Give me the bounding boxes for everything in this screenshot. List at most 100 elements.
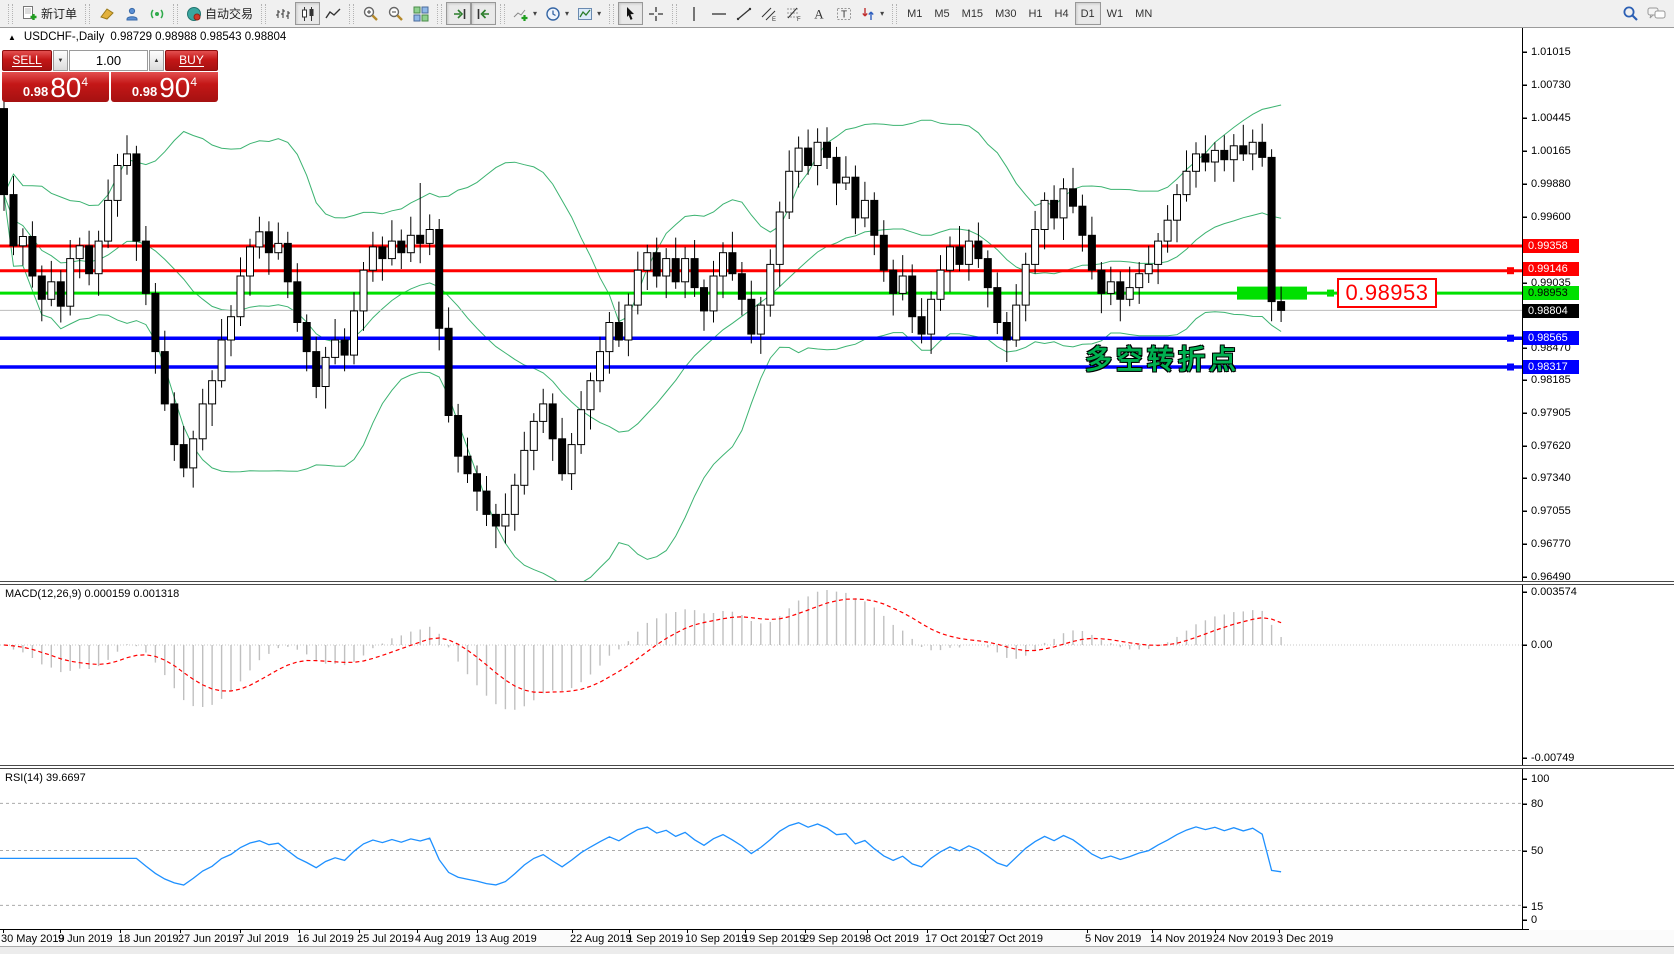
buy-price-box[interactable]: 0.98 90 4 <box>111 72 218 102</box>
chevron-down-icon: ▾ <box>565 9 570 18</box>
signals-icon <box>149 6 165 22</box>
toolbar-drag-handle[interactable] <box>173 3 179 24</box>
indicators-button[interactable]: ▾ <box>509 2 541 25</box>
panel-divider[interactable] <box>0 581 1674 585</box>
profiles-button[interactable] <box>119 2 144 25</box>
templates-button[interactable]: ▾ <box>573 2 605 25</box>
toolbar-drag-handle[interactable] <box>437 3 443 24</box>
periods-button[interactable]: ▾ <box>541 2 573 25</box>
volume-input[interactable] <box>69 50 148 71</box>
svg-text:E: E <box>772 17 776 22</box>
horizontal-line-button[interactable] <box>706 2 731 25</box>
search-button[interactable] <box>1618 2 1643 25</box>
timeframe-m1-button[interactable]: M1 <box>901 2 928 25</box>
buy-price-small: 0.98 <box>131 83 158 99</box>
toolbar-drag-handle[interactable] <box>609 3 615 24</box>
signals-button[interactable] <box>144 2 169 25</box>
zoom-out-button[interactable] <box>383 2 408 25</box>
text-label-icon: T <box>836 6 852 22</box>
timeframe-m5-button[interactable]: M5 <box>928 2 955 25</box>
sell-price-box[interactable]: 0.98 80 4 <box>2 72 109 102</box>
macd-signal-line <box>3 598 1282 694</box>
rsi-label: RSI(14) 39.6697 <box>5 772 86 784</box>
timeframe-m30-button[interactable]: M30 <box>989 2 1022 25</box>
chart-ohlc-values: 0.98729 0.98988 0.98543 0.98804 <box>110 31 287 43</box>
toolbar-drag-handle[interactable] <box>500 3 506 24</box>
timeframe-m15-button[interactable]: M15 <box>956 2 989 25</box>
autotrading-icon <box>186 6 202 22</box>
volume-increase-button[interactable]: ▲ <box>149 50 164 71</box>
timeframe-h1-button[interactable]: H1 <box>1022 2 1048 25</box>
new-order-button[interactable]: 新订单 <box>17 2 81 25</box>
sell-price-big: 80 <box>50 72 82 104</box>
volume-decrease-button[interactable]: ▼ <box>53 50 68 71</box>
line-chart-icon <box>324 6 341 22</box>
indicators-icon <box>513 6 529 22</box>
panel-divider[interactable] <box>0 765 1674 769</box>
sell-price-small: 0.98 <box>22 83 49 99</box>
zoom-in-button[interactable] <box>358 2 383 25</box>
trade-panel-top-row: SELL ▼ ▲ BUY <box>2 50 218 71</box>
vertical-line-button[interactable] <box>681 2 706 25</box>
profiles-icon <box>124 6 140 22</box>
trendline-button[interactable] <box>731 2 756 25</box>
line-chart-button[interactable] <box>320 2 345 25</box>
zoom-in-icon <box>362 5 379 22</box>
buy-button[interactable]: BUY <box>165 50 218 71</box>
timeframe-d1-button[interactable]: D1 <box>1074 2 1101 25</box>
chevron-down-icon: ▾ <box>880 9 885 18</box>
buy-price-sup: 4 <box>190 75 198 89</box>
fibonacci-button[interactable]: F <box>781 2 806 25</box>
toolbar-drag-handle[interactable] <box>261 3 267 24</box>
toolbar-drag-handle[interactable] <box>892 3 898 24</box>
crosshair-button[interactable] <box>643 2 668 25</box>
chart-title: ▲ USDCHF-,Daily 0.98729 0.98988 0.98543 … <box>8 31 286 43</box>
vertical-line-icon <box>686 6 702 22</box>
candlestick-chart-button[interactable] <box>295 2 321 25</box>
window-bottom-edge <box>0 946 1674 954</box>
shift-chart-end-button[interactable] <box>446 2 472 25</box>
trendline-icon <box>736 6 752 22</box>
toolbar-drag-handle[interactable] <box>672 3 678 24</box>
zoom-out-icon <box>387 5 404 22</box>
price-chart[interactable] <box>0 28 1674 581</box>
tile-windows-button[interactable] <box>408 2 433 25</box>
price-callout-box[interactable]: 0.98953 <box>1337 278 1437 308</box>
new-order-icon <box>21 5 38 22</box>
chevron-down-icon: ▾ <box>533 9 538 18</box>
rsi-panel[interactable] <box>0 769 1674 929</box>
sell-button[interactable]: SELL <box>2 50 52 71</box>
autotrading-button[interactable]: 自动交易 <box>182 2 257 25</box>
timeframe-w1-button[interactable]: W1 <box>1101 2 1130 25</box>
toolbar: 新订单 自动交易 ▾ ▾ ▾ E F A T ▾ M1 M5 M15 M30 H1 H4 D1 W1 MN <box>0 0 1674 28</box>
macd-panel[interactable] <box>0 585 1674 765</box>
arrows-button[interactable]: ▾ <box>856 2 888 25</box>
rsi-line <box>0 822 1282 886</box>
horizontal-line-icon <box>711 6 727 22</box>
bollinger-upper <box>3 104 1282 323</box>
text-button[interactable]: A <box>806 2 831 25</box>
toolbar-drag-handle[interactable] <box>8 3 13 24</box>
chart-annotation-text[interactable]: 多空转折点 <box>1085 345 1240 375</box>
templates-icon <box>577 6 593 22</box>
market-watch-button[interactable] <box>94 2 119 25</box>
line-handle <box>1327 289 1334 297</box>
bollinger-lower <box>3 194 1282 581</box>
svg-text:T: T <box>841 9 847 20</box>
chat-button[interactable] <box>1643 2 1670 25</box>
sell-button-label: SELL <box>12 52 42 68</box>
shift-chart-end-icon <box>451 6 467 22</box>
bar-chart-button[interactable] <box>270 2 295 25</box>
bar-chart-icon <box>275 6 291 22</box>
chart-symbol-period: USDCHF-,Daily <box>23 31 105 43</box>
text-label-button[interactable]: T <box>831 2 856 25</box>
toolbar-drag-handle[interactable] <box>349 3 355 24</box>
timeframe-h4-button[interactable]: H4 <box>1049 2 1075 25</box>
auto-scroll-button[interactable] <box>471 2 497 25</box>
collapse-icon[interactable]: ▲ <box>8 32 16 42</box>
equidistant-channel-button[interactable]: E <box>756 2 781 25</box>
toolbar-drag-handle[interactable] <box>85 3 91 24</box>
timeframe-mn-button[interactable]: MN <box>1129 2 1158 25</box>
cursor-button[interactable] <box>618 2 644 25</box>
